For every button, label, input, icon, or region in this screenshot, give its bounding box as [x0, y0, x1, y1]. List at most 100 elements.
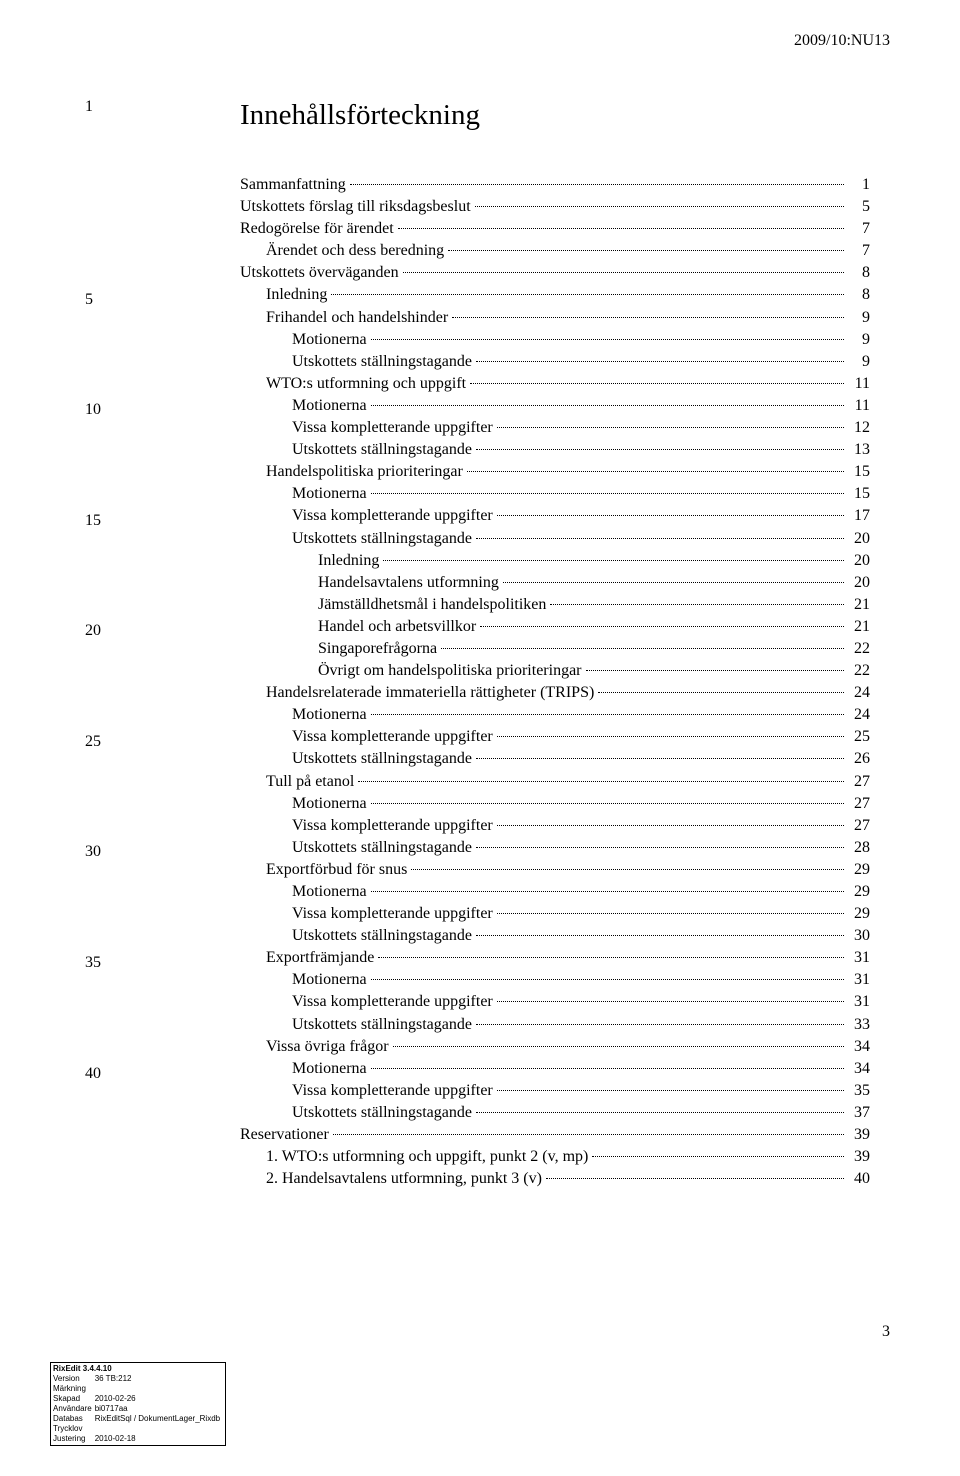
- toc-entry: Vissa övriga frågor34: [240, 1036, 870, 1058]
- toc-page-number: 13: [848, 439, 870, 461]
- toc-label: Motionerna: [292, 793, 367, 815]
- toc-label: Vissa kompletterande uppgifter: [292, 417, 493, 439]
- toc-leader-dots: [476, 748, 844, 759]
- toc-page-number: 29: [848, 881, 870, 903]
- toc-page-number: 33: [848, 1014, 870, 1036]
- toc-label: Motionerna: [292, 395, 367, 417]
- footer-key: Version: [53, 1374, 95, 1384]
- toc-leader-dots: [497, 417, 844, 428]
- toc-label: Motionerna: [292, 1058, 367, 1080]
- toc-leader-dots: [476, 351, 844, 362]
- toc-page-number: 27: [848, 771, 870, 793]
- toc-label: Övrigt om handelspolitiska prioriteringa…: [318, 660, 582, 682]
- toc-label: Frihandel och handelshinder: [266, 307, 448, 329]
- toc-page-number: 7: [848, 218, 870, 240]
- toc-entry: Motionerna9: [240, 329, 870, 351]
- footer-row: Användarebi0717aa: [53, 1404, 223, 1414]
- toc-leader-dots: [378, 947, 844, 958]
- toc-page-number: 24: [848, 704, 870, 726]
- toc-entry: 1. WTO:s utformning och uppgift, punkt 2…: [240, 1146, 870, 1168]
- footer-row: Justering2010-02-18: [53, 1434, 223, 1444]
- toc-page-number: 11: [848, 373, 870, 395]
- toc-leader-dots: [452, 306, 844, 317]
- toc-page-number: 15: [848, 483, 870, 505]
- toc-leader-dots: [398, 218, 844, 229]
- line-number: 1: [85, 99, 93, 115]
- toc-page-number: 8: [848, 262, 870, 284]
- toc-leader-dots: [371, 969, 844, 980]
- toc-leader-dots: [497, 903, 844, 914]
- toc-entry: Ärendet och dess beredning7: [240, 240, 870, 262]
- toc-page-number: 17: [848, 505, 870, 527]
- toc-label: Utskottets ställningstagande: [292, 837, 472, 859]
- toc-entry: WTO:s utformning och uppgift11: [240, 373, 870, 395]
- toc-label: Utskottets ställningstagande: [292, 748, 472, 770]
- toc-label: Motionerna: [292, 969, 367, 991]
- footer-value: bi0717aa: [95, 1404, 223, 1414]
- toc-label: Vissa kompletterande uppgifter: [292, 505, 493, 527]
- toc-entry: Utskottets överväganden8: [240, 262, 870, 284]
- toc-page-number: 20: [848, 572, 870, 594]
- toc-page-number: 40: [848, 1168, 870, 1190]
- toc-label: Vissa kompletterande uppgifter: [292, 1080, 493, 1102]
- toc-leader-dots: [371, 881, 844, 892]
- footer-key: Justering: [53, 1434, 95, 1444]
- toc-page-number: 15: [848, 461, 870, 483]
- toc-leader-dots: [476, 1102, 844, 1113]
- toc-label: Inledning: [266, 284, 327, 306]
- toc-page-number: 7: [848, 240, 870, 262]
- toc-page-number: 30: [848, 925, 870, 947]
- toc-label: Motionerna: [292, 483, 367, 505]
- toc-leader-dots: [441, 638, 844, 649]
- toc-entry: Frihandel och handelshinder9: [240, 307, 870, 329]
- toc-entry: Vissa kompletterande uppgifter31: [240, 991, 870, 1013]
- toc-leader-dots: [497, 726, 844, 737]
- footer-value: [95, 1424, 223, 1434]
- toc-page-number: 25: [848, 726, 870, 748]
- toc-entry: Utskottets ställningstagande9: [240, 351, 870, 373]
- toc-leader-dots: [550, 594, 844, 605]
- toc-label: Motionerna: [292, 329, 367, 351]
- toc-label: Vissa övriga frågor: [266, 1036, 389, 1058]
- toc-page-number: 5: [848, 196, 870, 218]
- toc-page-number: 29: [848, 903, 870, 925]
- toc-entry: Singaporefrågorna22: [240, 638, 870, 660]
- toc-label: Utskottets ställningstagande: [292, 1014, 472, 1036]
- toc-label: Utskottets förslag till riksdagsbeslut: [240, 196, 471, 218]
- toc-page-number: 11: [848, 395, 870, 417]
- toc-entry: Utskottets ställningstagande13: [240, 439, 870, 461]
- toc-entry: Inledning8: [240, 284, 870, 306]
- toc-entry: Motionerna 15: [240, 483, 870, 505]
- toc-leader-dots: [586, 660, 845, 671]
- toc-page-number: 31: [848, 947, 870, 969]
- toc-page-number: 28: [848, 837, 870, 859]
- footer-key: Databas: [53, 1414, 95, 1424]
- toc-entry: Motionerna 11: [240, 395, 870, 417]
- footer-table: Version36 TB:212MärkningSkapad2010-02-26…: [53, 1374, 223, 1444]
- toc-page-number: 39: [848, 1146, 870, 1168]
- toc-label: Inledning: [318, 550, 379, 572]
- toc-page-number: 12: [848, 417, 870, 439]
- toc-leader-dots: [448, 240, 844, 251]
- toc-entry: Vissa kompletterande uppgifter 17: [240, 505, 870, 527]
- toc-label: Handelsrelaterade immateriella rättighet…: [266, 682, 594, 704]
- toc-label: Utskottets ställningstagande: [292, 925, 472, 947]
- toc-label: Vissa kompletterande uppgifter: [292, 815, 493, 837]
- toc-entry: Motionerna29: [240, 881, 870, 903]
- line-number: 15: [85, 513, 101, 529]
- line-number: 35: [85, 955, 101, 971]
- toc-page-number: 39: [848, 1124, 870, 1146]
- toc-label: Utskottets ställningstagande: [292, 528, 472, 550]
- toc-page-number: 27: [848, 815, 870, 837]
- toc-entry: Övrigt om handelspolitiska prioriteringa…: [240, 660, 870, 682]
- toc-entry: Motionerna27: [240, 793, 870, 815]
- toc-entry: Utskottets ställningstagande 33: [240, 1014, 870, 1036]
- content-area: Innehållsförteckning Sammanfattning1Utsk…: [240, 99, 870, 1190]
- toc-page-number: 35: [848, 1080, 870, 1102]
- toc-leader-dots: [393, 1035, 844, 1046]
- footer-key: Märkning: [53, 1384, 95, 1394]
- footer-row: Märkning: [53, 1384, 223, 1394]
- toc-label: Jämställdhetsmål i handelspolitiken: [318, 594, 546, 616]
- line-number: 10: [85, 402, 101, 418]
- toc-label: Exportförbud för snus: [266, 859, 407, 881]
